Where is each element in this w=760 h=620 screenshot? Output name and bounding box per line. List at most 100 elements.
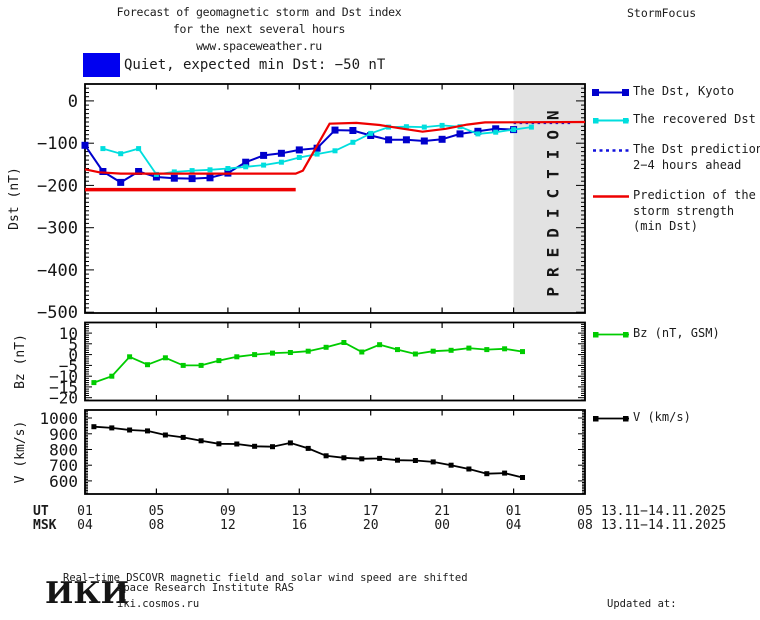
msk-tick-label: 00: [434, 517, 450, 533]
v-series-0-marker: [430, 459, 436, 465]
dst-series-0-marker: [170, 174, 178, 182]
dst-series-0-marker: [135, 168, 143, 175]
dst-panel-border: [84, 83, 586, 314]
v-panel-border: [84, 409, 586, 495]
dst-ytick-label: 0: [68, 92, 78, 112]
dst-series-1-marker: [475, 131, 481, 137]
dst-series-0-marker: [492, 125, 500, 133]
legend-item-bz: Bz (nT, GSM): [592, 326, 720, 342]
dst-series-1-marker: [243, 164, 249, 170]
dst-series-1-marker: [403, 124, 409, 130]
v-ytick-label: 1000: [39, 409, 78, 428]
ut-tick-label: 05: [577, 504, 593, 519]
bz-series-0-marker: [145, 362, 150, 368]
v-ytick-label: 800: [49, 441, 78, 460]
v-series-0-marker: [145, 428, 150, 434]
dst-ytick-label: −200: [37, 176, 78, 196]
v-series-0-marker: [466, 466, 472, 472]
msk-tick-label: 04: [505, 517, 522, 533]
dst-series-0-marker: [117, 178, 125, 186]
ut-date-label: 13.11−14.11.2025: [601, 504, 727, 519]
dst-series-1-marker: [189, 168, 195, 174]
dst-y-axis-title: Dst (nT): [7, 167, 22, 230]
v-series-0-marker: [287, 440, 293, 446]
dst-series-0-marker: [152, 173, 160, 181]
dst-series-1-marker: [225, 166, 231, 171]
dst-series-1-marker: [314, 151, 320, 157]
v-series-0-marker: [484, 471, 490, 477]
legend-item-dst-kyoto: The Dst, Kyoto: [592, 84, 734, 100]
dst-series-1-marker: [171, 169, 177, 175]
v-series-0-marker: [234, 441, 240, 447]
dst-ytick-label: −400: [37, 261, 78, 281]
v-series-0-marker: [180, 434, 186, 440]
v-series-0-marker: [109, 425, 115, 431]
bz-ytick-label: 0: [68, 346, 78, 365]
bz-series-0-marker: [448, 347, 454, 353]
dst-series-0-marker: [260, 151, 268, 159]
legend-item-storm-prediction: Prediction of the storm strength (min Ds…: [592, 188, 756, 235]
dst-series-0-marker: [313, 144, 321, 152]
dst-series-1-marker: [118, 151, 124, 157]
dst-series-1-marker: [332, 148, 338, 154]
dst-series-0-marker: [456, 130, 464, 138]
ut-tick-label: 13: [291, 504, 308, 519]
v-series-0-marker: [252, 443, 258, 449]
prediction-band-label: PREDICTION: [543, 100, 562, 296]
bz-series-0-marker: [305, 348, 311, 354]
title-line-1: Forecast of geomagnetic storm and Dst in…: [116, 5, 402, 19]
footer-note-line-1: Real−time DSCOVR magnetic field and sola…: [63, 572, 468, 584]
v-series-0-marker: [162, 432, 168, 438]
dst-series-0-marker: [206, 174, 214, 182]
dst-series-1-marker: [207, 167, 213, 173]
institute-website: iki.cosmos.ru: [117, 598, 200, 610]
msk-tick-label: 16: [291, 517, 308, 533]
institute-name: Space Research Institute RAS: [117, 582, 295, 594]
bz-series-0-marker: [359, 349, 365, 355]
bz-series-0-marker: [412, 351, 418, 357]
v-series-0-marker: [502, 470, 508, 476]
dst-series-1-marker: [439, 122, 445, 128]
bz-series-0-marker: [270, 350, 275, 356]
v-series-0-marker: [412, 458, 418, 463]
v-series-0-marker: [448, 462, 454, 468]
bz-series-0-marker: [234, 354, 240, 360]
ut-row-label: UT: [33, 504, 49, 519]
storm-level-label: Quiet, expected min Dst: −50 nT: [124, 57, 386, 73]
legend-label-recovered-dst: The recovered Dst: [633, 112, 756, 126]
bz-y-axis-title: Bz (nT): [13, 334, 28, 389]
dst-series-0-marker: [385, 136, 393, 144]
dst-series-1-marker: [528, 124, 534, 130]
dst-series-0-marker: [188, 175, 196, 183]
bz-series-0-marker: [323, 344, 329, 350]
bz-ytick-label: 5: [68, 335, 78, 354]
v-ytick-label: 900: [49, 425, 78, 444]
updated-block: Updated at: UT 01:05, 14.11.2025 MSK 04:…: [607, 566, 740, 620]
legend-label-v: V (km/s): [633, 410, 691, 424]
msk-tick-label: 08: [148, 517, 165, 533]
dst-series-0-marker: [277, 149, 285, 157]
msk-tick-label: 04: [77, 517, 93, 533]
bz-series-0-marker: [127, 354, 133, 360]
dst-series-1-marker: [261, 162, 267, 168]
bz-series-0-marker: [180, 362, 186, 368]
dst-series-0-marker: [420, 137, 428, 145]
bz-series-0-marker: [395, 347, 400, 353]
dst-series-1-marker: [136, 146, 142, 152]
bz-series-0-marker: [91, 380, 97, 386]
legend-label-bz: Bz (nT, GSM): [633, 326, 720, 340]
legend-label-dst-prediction: The Dst prediction 2−4 hours ahead: [633, 142, 760, 172]
v-ytick-label: 700: [49, 456, 78, 475]
recovered-dst-marker-icon: [593, 117, 629, 123]
bz-series-0-marker: [430, 348, 436, 354]
legend-item-v: V (km/s): [592, 410, 691, 426]
ut-tick-label: 01: [505, 504, 522, 519]
dst-ytick-label: −300: [37, 219, 78, 239]
v-series-0-marker: [91, 424, 97, 430]
legend-label-storm-prediction: Prediction of the storm strength (min Ds…: [633, 188, 756, 233]
bz-series-0-marker: [287, 350, 293, 355]
dst-series-0-marker: [331, 126, 339, 134]
bz-ytick-label: −10: [49, 367, 78, 386]
